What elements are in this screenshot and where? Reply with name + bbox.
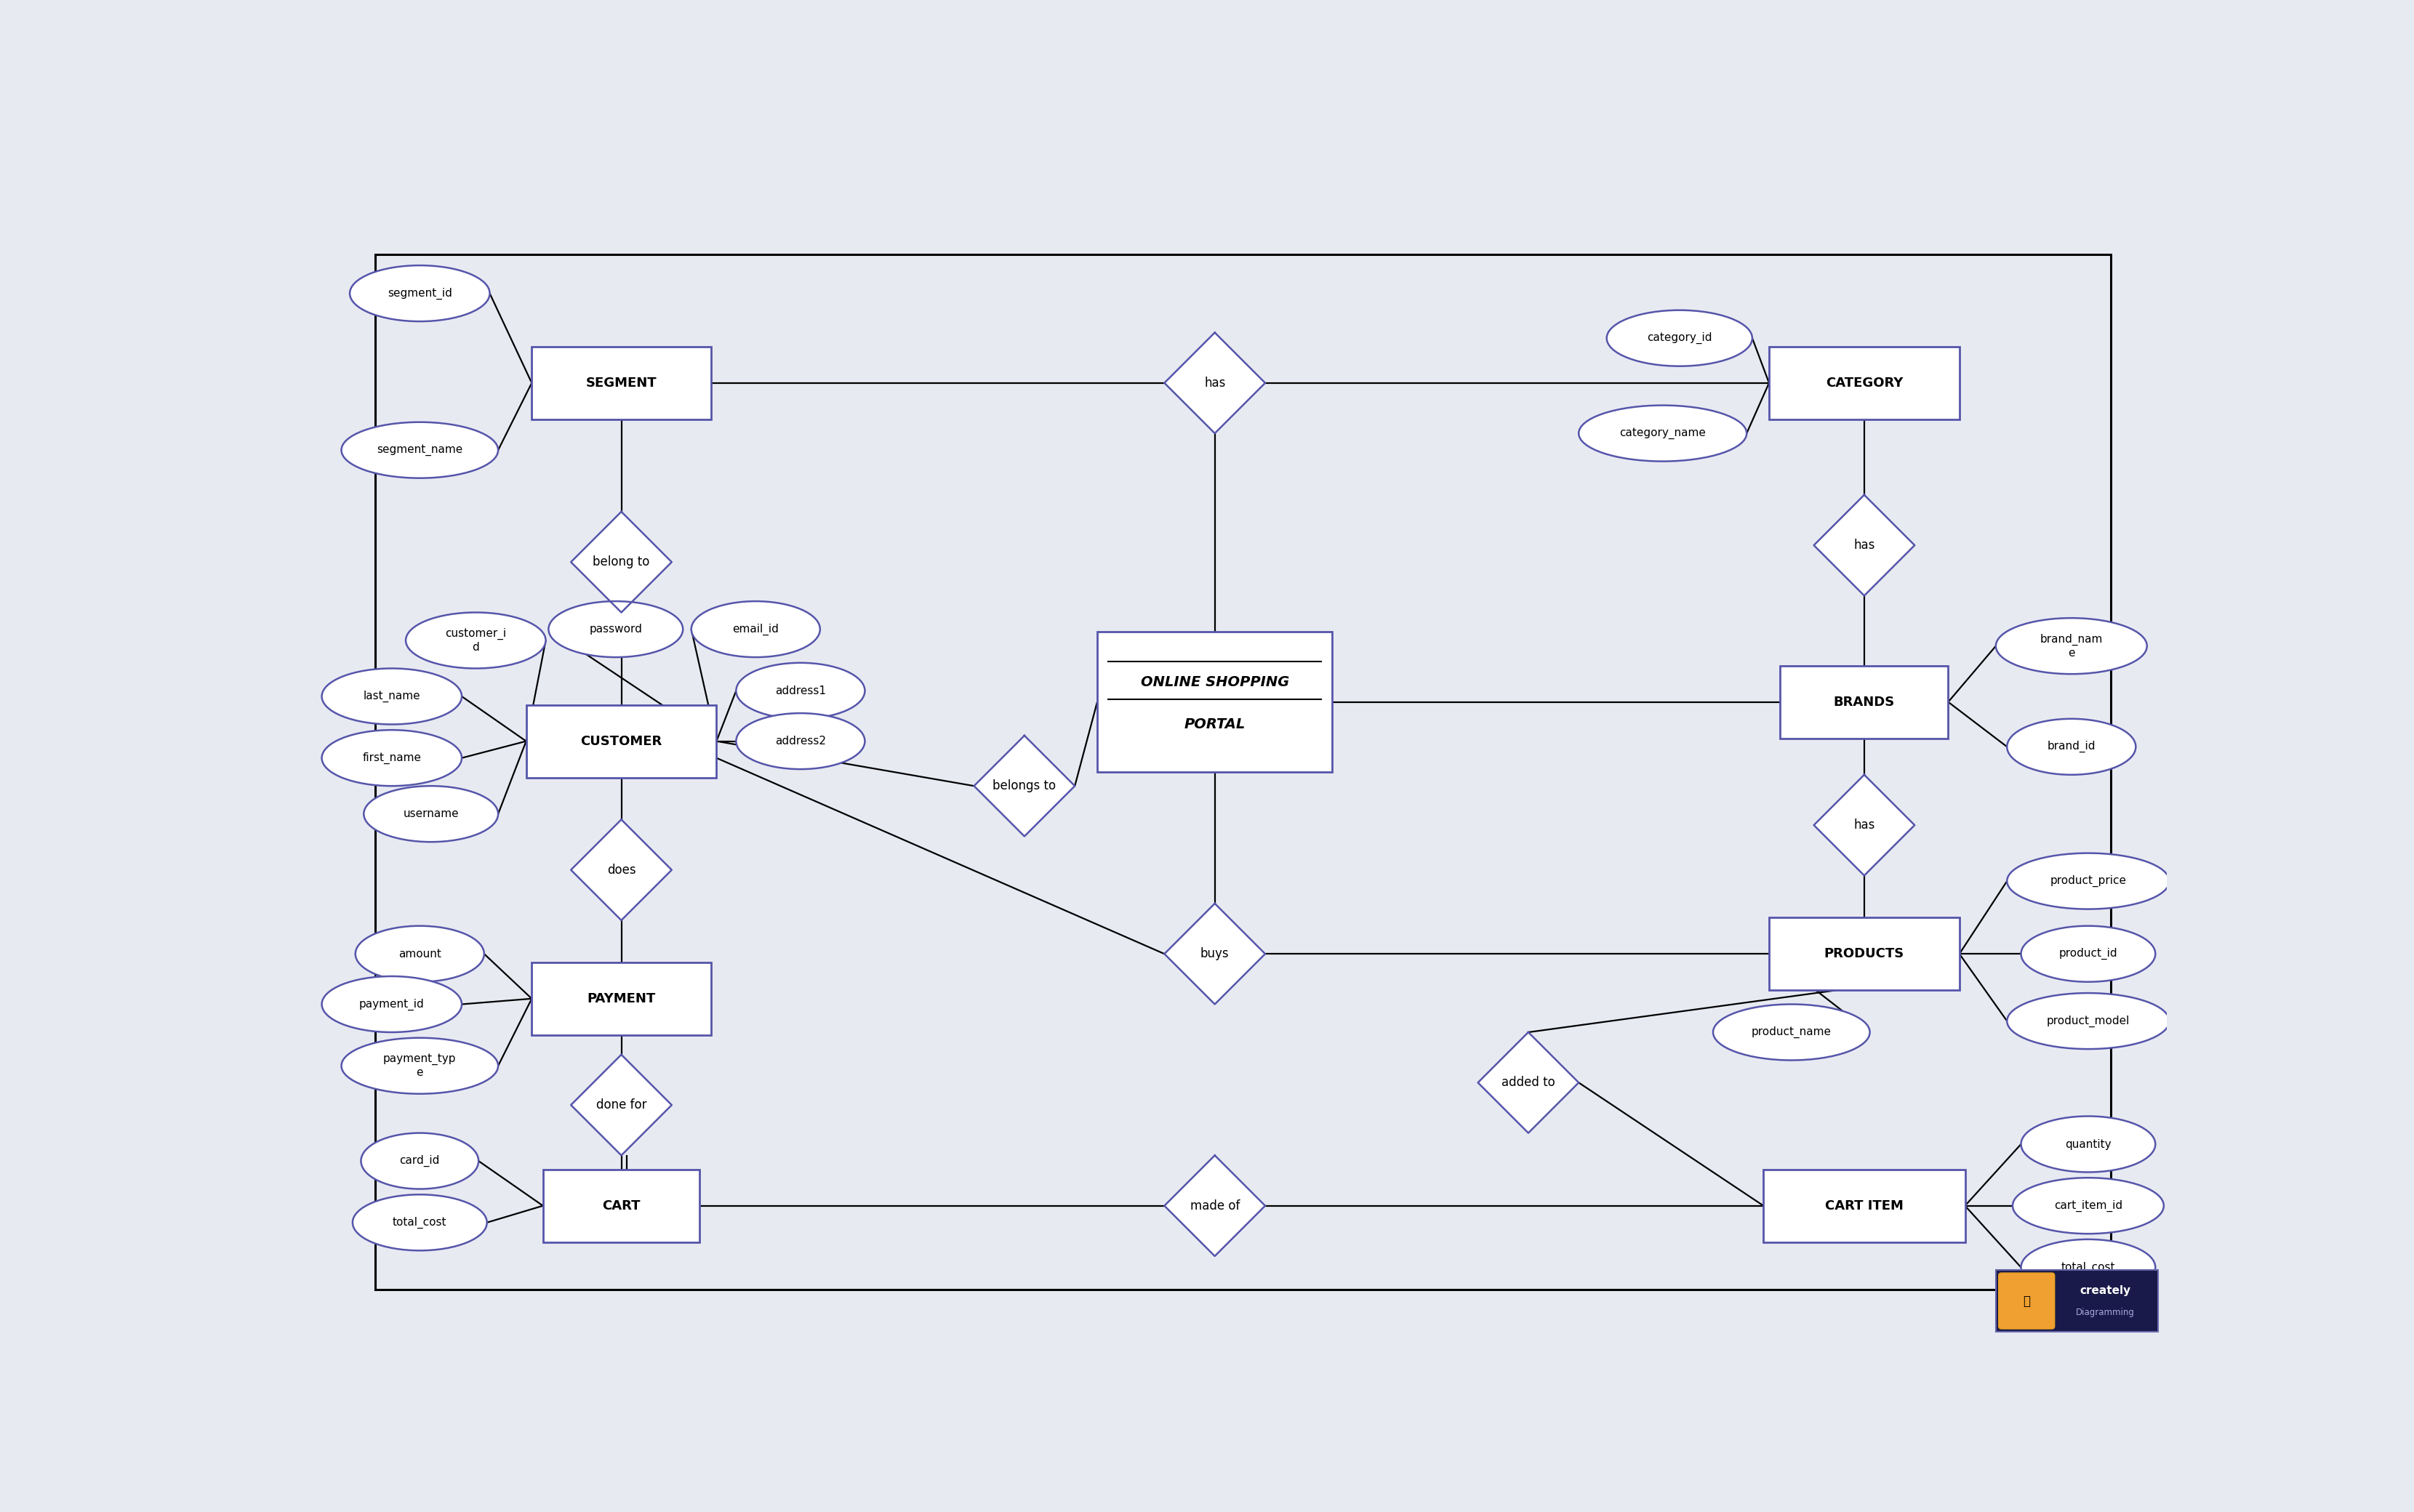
Text: payment_typ
e: payment_typ e [384,1054,456,1078]
Polygon shape [1164,904,1265,1004]
Ellipse shape [321,730,461,786]
Polygon shape [973,735,1074,836]
Text: 💡: 💡 [2023,1294,2030,1308]
Ellipse shape [2021,1240,2156,1296]
Ellipse shape [362,1132,478,1188]
Text: creately: creately [2078,1285,2132,1296]
Text: product_name: product_name [1753,1027,1832,1039]
Polygon shape [1164,333,1265,434]
Polygon shape [572,1055,671,1155]
Text: segment_name: segment_name [377,445,463,455]
Ellipse shape [2006,993,2170,1049]
Ellipse shape [406,612,546,668]
Ellipse shape [2021,925,2156,981]
Text: added to: added to [1502,1077,1555,1089]
Polygon shape [572,511,671,612]
Ellipse shape [736,662,864,718]
Text: has: has [1205,376,1226,390]
Text: has: has [1854,818,1876,832]
Ellipse shape [736,714,864,770]
Text: cart_item_id: cart_item_id [2054,1201,2122,1211]
Text: CART: CART [601,1199,640,1213]
FancyBboxPatch shape [1999,1273,2054,1329]
Ellipse shape [355,925,485,981]
FancyBboxPatch shape [531,962,710,1036]
Polygon shape [1813,774,1914,875]
FancyBboxPatch shape [1098,632,1333,773]
Polygon shape [1813,494,1914,596]
Text: category_name: category_name [1620,428,1707,438]
Text: total_cost: total_cost [393,1217,447,1228]
FancyBboxPatch shape [1765,1169,1965,1243]
FancyBboxPatch shape [526,705,717,777]
Text: SEGMENT: SEGMENT [587,376,657,390]
Text: category_id: category_id [1646,333,1712,345]
Text: quantity: quantity [2064,1139,2112,1149]
Text: buys: buys [1200,948,1229,960]
Text: card_id: card_id [401,1155,439,1167]
Text: CART ITEM: CART ITEM [1825,1199,1905,1213]
Text: customer_i
d: customer_i d [444,627,507,653]
Ellipse shape [2013,1178,2163,1234]
Text: done for: done for [596,1098,647,1111]
Text: product_model: product_model [2047,1015,2129,1027]
Ellipse shape [1579,405,1748,461]
Text: address1: address1 [775,685,826,696]
Text: brand_nam
e: brand_nam e [2040,634,2103,658]
Text: CATEGORY: CATEGORY [1825,376,1902,390]
Ellipse shape [1996,618,2146,674]
Text: belongs to: belongs to [992,779,1055,792]
Text: has: has [1854,538,1876,552]
Ellipse shape [321,977,461,1033]
Text: PAYMENT: PAYMENT [587,992,657,1005]
Polygon shape [1164,1155,1265,1256]
Ellipse shape [2006,718,2136,774]
Ellipse shape [340,1037,497,1093]
Ellipse shape [690,602,821,658]
Ellipse shape [365,786,497,842]
Text: product_price: product_price [2049,875,2127,888]
Text: PRODUCTS: PRODUCTS [1825,948,1905,960]
Ellipse shape [352,1194,488,1250]
Text: first_name: first_name [362,751,420,764]
FancyBboxPatch shape [543,1169,700,1243]
FancyBboxPatch shape [1769,918,1960,990]
Text: address2: address2 [775,736,826,747]
FancyBboxPatch shape [1996,1270,2158,1332]
Text: PORTAL: PORTAL [1185,718,1246,732]
Polygon shape [1477,1033,1579,1132]
Text: segment_id: segment_id [389,287,451,299]
Text: amount: amount [398,948,442,959]
Text: BRANDS: BRANDS [1835,696,1895,709]
FancyBboxPatch shape [531,346,710,419]
Text: last_name: last_name [362,691,420,702]
Text: product_id: product_id [2059,948,2117,960]
Text: brand_id: brand_id [2047,741,2095,753]
FancyBboxPatch shape [1769,346,1960,419]
Ellipse shape [1608,310,1753,366]
Text: username: username [403,809,459,820]
Ellipse shape [1714,1004,1871,1060]
Ellipse shape [2006,853,2170,909]
Text: total_cost: total_cost [2062,1261,2115,1273]
Text: email_id: email_id [731,623,780,635]
Text: made of: made of [1190,1199,1241,1213]
Ellipse shape [350,266,490,322]
Text: ONLINE SHOPPING: ONLINE SHOPPING [1139,676,1289,689]
Text: does: does [606,863,635,877]
FancyBboxPatch shape [1779,665,1948,738]
Text: payment_id: payment_id [360,998,425,1010]
Polygon shape [572,820,671,921]
Ellipse shape [321,668,461,724]
Ellipse shape [340,422,497,478]
Ellipse shape [548,602,683,658]
Text: password: password [589,624,642,635]
Ellipse shape [2021,1116,2156,1172]
Text: belong to: belong to [594,555,649,569]
Text: CUSTOMER: CUSTOMER [579,735,661,748]
Text: Diagramming: Diagramming [2076,1308,2134,1317]
